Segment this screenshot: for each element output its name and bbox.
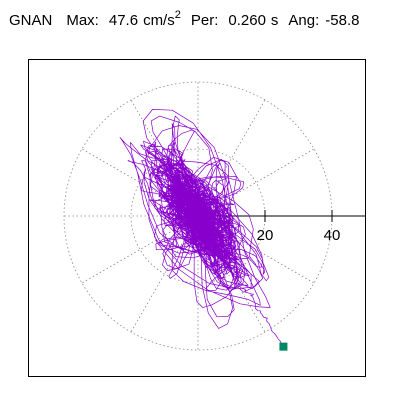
plot-frame — [28, 59, 366, 377]
station-code: GNAN — [9, 12, 53, 29]
title-bar: GNAN Max: 47.6 cm/s 2 Per: 0.260 s Ang: -… — [9, 9, 360, 36]
end-marker-layer — [279, 342, 288, 351]
x-axis: 20 40 — [198, 210, 366, 244]
end-point-marker — [279, 342, 288, 351]
max-unit-exponent: 2 — [174, 9, 181, 21]
max-label: Max: — [66, 12, 99, 29]
period-value: 0.260 — [228, 12, 266, 29]
period-unit: s — [270, 12, 279, 29]
x-tick-label-40: 40 — [324, 227, 341, 244]
max-unit: cm/s — [143, 12, 175, 29]
trace-path — [119, 109, 284, 347]
x-tick-label-20: 20 — [257, 227, 274, 244]
max-value: 47.6 — [108, 12, 139, 29]
angle-label: Ang: — [288, 12, 320, 29]
angle-value: -58.8 — [325, 12, 360, 29]
motion-trace — [119, 109, 284, 347]
period-label: Per: — [190, 12, 219, 29]
